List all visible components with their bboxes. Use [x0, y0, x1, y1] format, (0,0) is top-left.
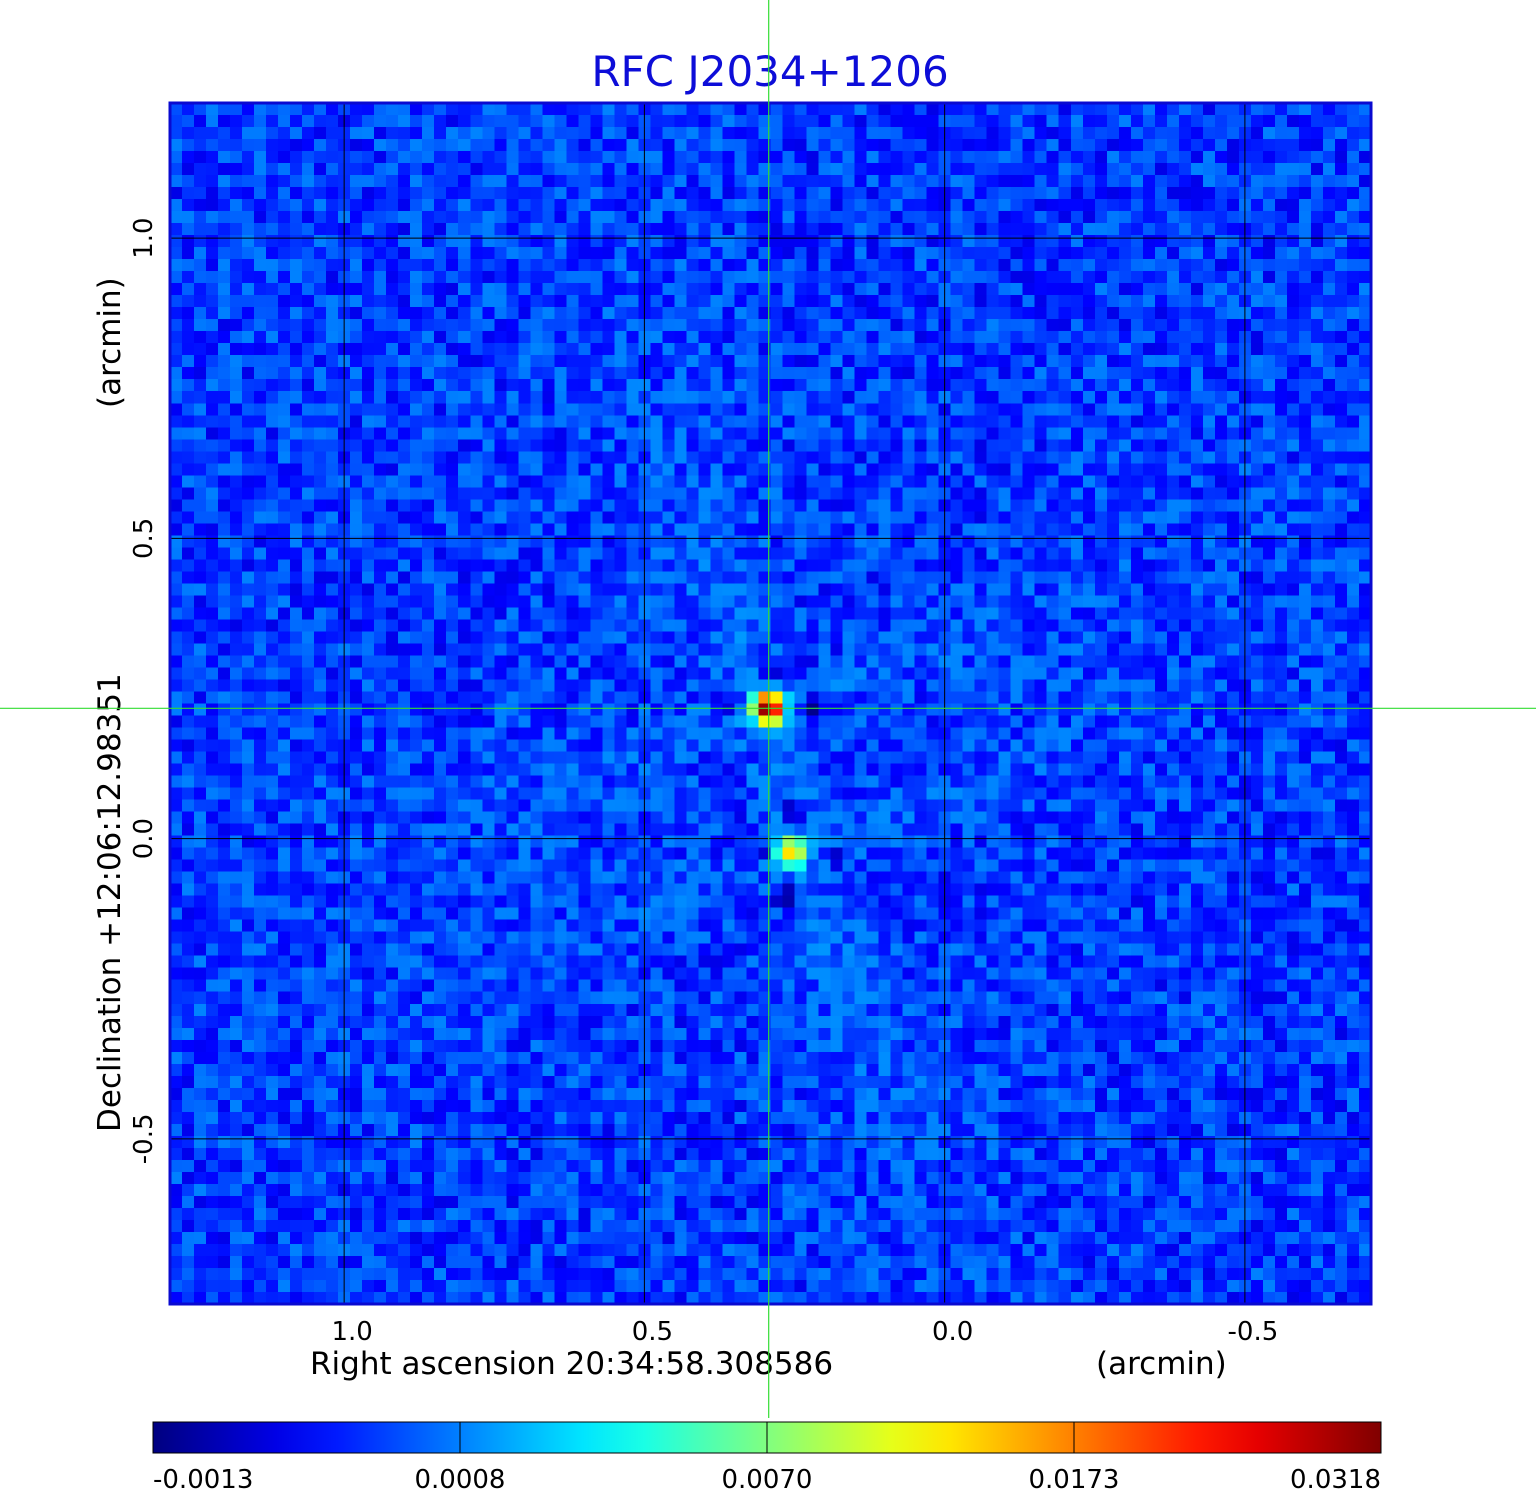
colorbar-tick-label: 0.0008 — [415, 1465, 506, 1495]
x-axis-label: Right ascension 20:34:58.308586 — [310, 1346, 833, 1382]
y-axis-unit: (arcmin) — [92, 277, 128, 408]
y-tick-label: -0.5 — [129, 1113, 159, 1164]
x-tick-label: 0.5 — [632, 1317, 673, 1347]
x-tick-label: 0.0 — [932, 1317, 973, 1347]
x-axis-unit: (arcmin) — [1096, 1346, 1227, 1382]
x-tick-labels: 1.0 0.5 0.0 -0.5 — [331, 1317, 1278, 1347]
colorbar — [152, 1421, 1382, 1454]
colorbar-tick-labels: -0.0013 0.0008 0.0070 0.0173 0.0318 — [153, 1465, 1381, 1495]
y-tick-label: 1.0 — [129, 217, 159, 258]
coordinate-grid — [170, 103, 1371, 1304]
x-tick-label: -0.5 — [1228, 1317, 1279, 1347]
chart-title: RFC J2034+1206 — [591, 47, 948, 96]
x-tick-label: 1.0 — [331, 1317, 372, 1347]
y-tick-label: 0.0 — [129, 818, 159, 859]
colorbar-tick-label: 0.0318 — [1290, 1465, 1381, 1495]
heatmap-image[interactable] — [170, 103, 1371, 1304]
heatmap-pixels[interactable] — [170, 103, 1371, 1304]
colorbar-tick-label: 0.0070 — [722, 1465, 813, 1495]
y-axis-label: Declination +12:06:12.98351 — [92, 673, 128, 1132]
y-tick-labels: 1.0 0.5 0.0 -0.5 — [129, 217, 159, 1164]
plot-frame — [168, 101, 1373, 1306]
colorbar-tick-label: -0.0013 — [153, 1465, 253, 1495]
y-tick-label: 0.5 — [129, 518, 159, 559]
crosshair — [0, 0, 1536, 1418]
colorbar-tick-label: 0.0173 — [1029, 1465, 1120, 1495]
